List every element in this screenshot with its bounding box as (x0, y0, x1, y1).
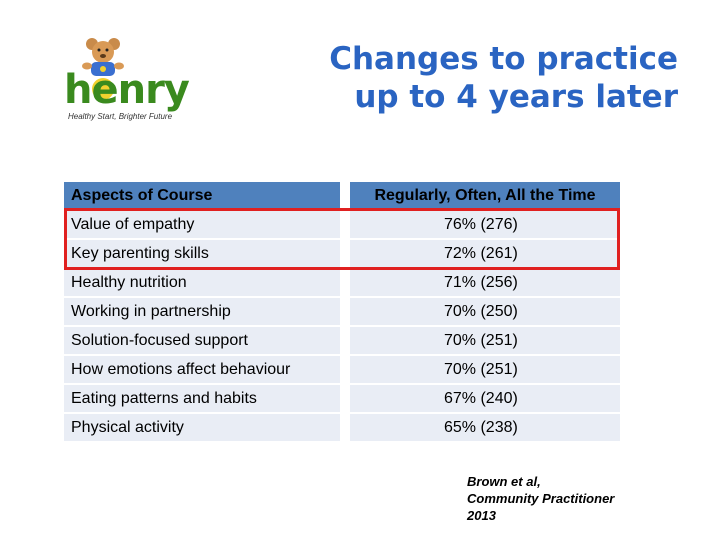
row-value: 70% (251) (350, 356, 620, 383)
row-aspect: Healthy nutrition (64, 269, 350, 296)
citation-journal: Community Practitioner (467, 491, 615, 506)
row-aspect: Working in partnership (64, 298, 350, 325)
table-row: Solution-focused support 70% (251) (64, 327, 620, 354)
table-header-row: Aspects of Course Regularly, Often, All … (64, 182, 620, 209)
row-aspect: Eating patterns and habits (64, 385, 350, 412)
table-row: Physical activity 65% (238) (64, 414, 620, 441)
row-value: 65% (238) (350, 414, 620, 441)
course-outcomes-table: Aspects of Course Regularly, Often, All … (64, 180, 620, 443)
row-aspect: Solution-focused support (64, 327, 350, 354)
table-row: Healthy nutrition 71% (256) (64, 269, 620, 296)
row-value: 72% (261) (350, 240, 620, 267)
citation-year: 2013 (467, 508, 496, 523)
teddy-bear-icon (82, 38, 124, 100)
row-aspect: Physical activity (64, 414, 350, 441)
logo-tagline: Healthy Start, Brighter Future (68, 112, 173, 121)
row-value: 70% (250) (350, 298, 620, 325)
row-aspect: How emotions affect behaviour (64, 356, 350, 383)
citation: Brown et al, Community Practitioner 2013 (467, 473, 614, 524)
row-aspect: Key parenting skills (64, 240, 350, 267)
table-row: Working in partnership 70% (250) (64, 298, 620, 325)
row-value: 76% (276) (350, 211, 620, 238)
header-aspects: Aspects of Course (64, 182, 350, 209)
row-value: 67% (240) (350, 385, 620, 412)
slide-title: Changes to practice up to 4 years later (298, 40, 678, 116)
row-value: 71% (256) (350, 269, 620, 296)
title-line-2: up to 4 years later (354, 79, 678, 115)
citation-authors: Brown et al, (467, 474, 541, 489)
title-line-1: Changes to practice (329, 41, 678, 77)
table-row: Value of empathy 76% (276) (64, 211, 620, 238)
table-row: How emotions affect behaviour 70% (251) (64, 356, 620, 383)
row-value: 70% (251) (350, 327, 620, 354)
henry-logo (60, 36, 190, 126)
table-row: Key parenting skills 72% (261) (64, 240, 620, 267)
row-aspect: Value of empathy (64, 211, 350, 238)
header-frequency: Regularly, Often, All the Time (350, 182, 620, 209)
highlight-box (64, 208, 620, 270)
table-row: Eating patterns and habits 67% (240) (64, 385, 620, 412)
logo-wordmark: henry (64, 67, 190, 113)
